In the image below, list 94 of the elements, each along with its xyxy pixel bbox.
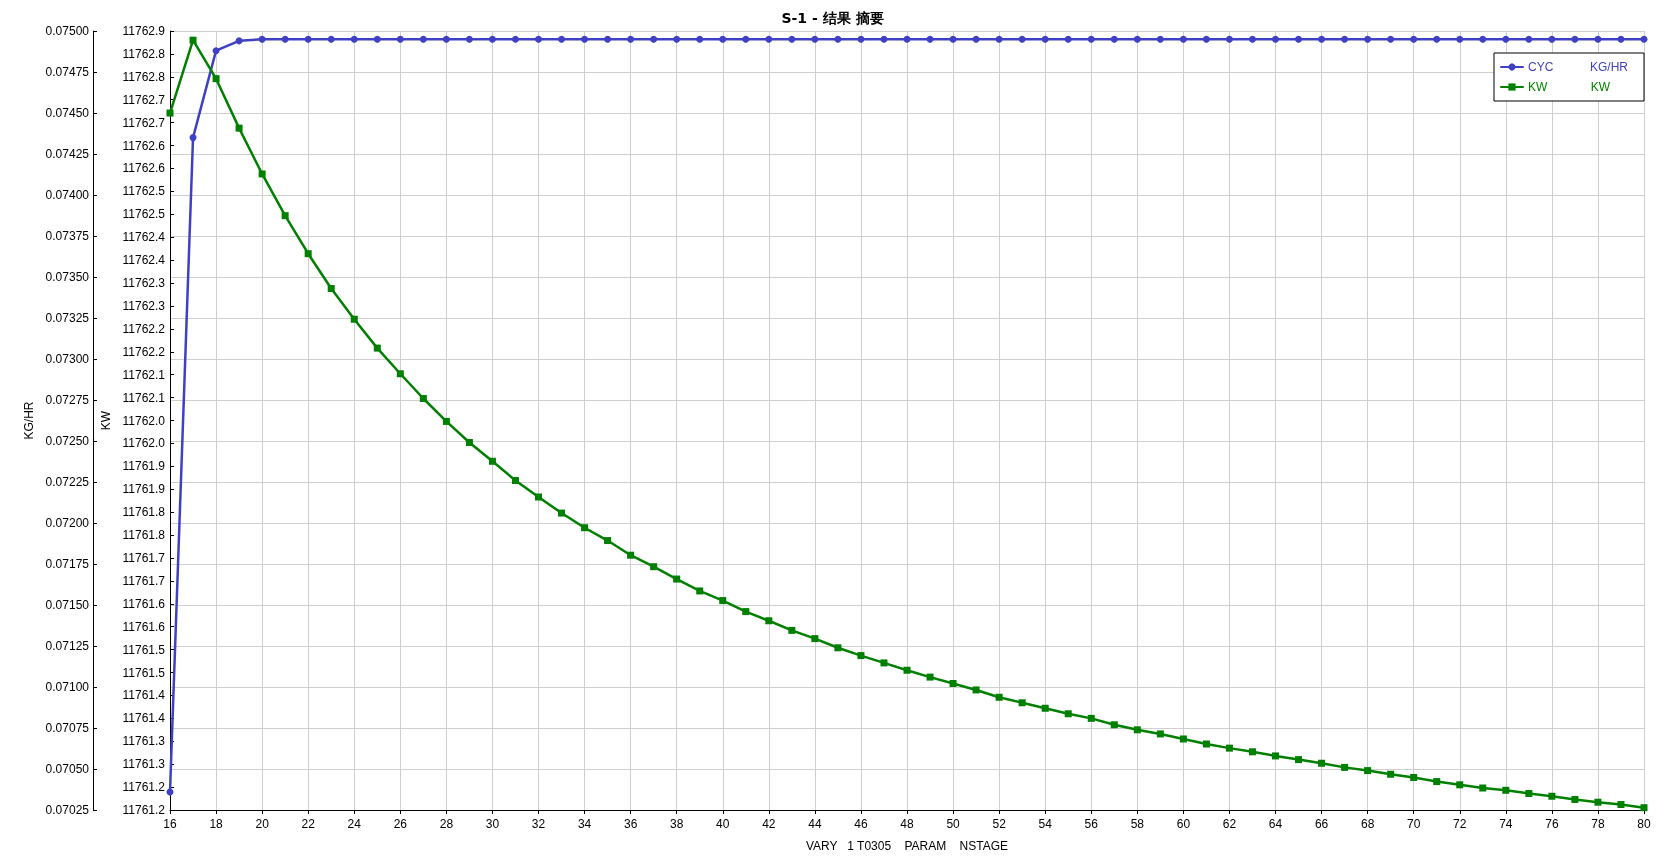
y2-tick-label: 11762.2 xyxy=(122,321,166,336)
y2-tick-label: 11761.9 xyxy=(122,459,166,474)
x-tick-label: 66 xyxy=(1314,817,1329,831)
y2-tick-label: 11761.4 xyxy=(122,688,166,703)
y-tick-label: 0.07100 xyxy=(45,680,90,694)
x-tick-label: 58 xyxy=(1130,817,1145,831)
y2-tick-label: 11762.8 xyxy=(122,46,166,61)
y2-tick-label: 11762.4 xyxy=(122,253,166,268)
y-tick-label: 0.07475 xyxy=(45,65,90,79)
y2-tick-label: 11762.8 xyxy=(122,69,166,84)
y2-tick-label: 11762.5 xyxy=(122,207,166,222)
x-tick-label: 56 xyxy=(1084,817,1099,831)
y2-tick-label: 11761.7 xyxy=(122,573,166,588)
x-tick-label: 20 xyxy=(255,817,270,831)
y2-tick-label: 11762.7 xyxy=(122,115,166,130)
x-tick-label: 74 xyxy=(1499,817,1513,831)
y-tick-label: 0.07325 xyxy=(45,311,90,325)
y2-tick-label: 11762.2 xyxy=(122,344,166,359)
x-tick-label: 40 xyxy=(716,817,730,831)
y-tick-label: 0.07200 xyxy=(45,516,90,530)
y2-tick-label: 11761.3 xyxy=(122,734,166,749)
y-tick-label: 0.07300 xyxy=(45,352,90,366)
x-tick-label: 62 xyxy=(1222,817,1237,831)
chart-title: S-1 - 结果 摘要 xyxy=(781,10,884,26)
y-tick-label: 0.07350 xyxy=(45,270,90,284)
y2-axis-title: KW xyxy=(98,410,113,431)
x-tick-label: 26 xyxy=(393,817,408,831)
y2-tick-label: 11761.4 xyxy=(122,711,166,726)
y2-tick-label: 11761.5 xyxy=(122,642,166,657)
y-tick-label: 0.07050 xyxy=(45,762,90,776)
x-tick-label: 76 xyxy=(1545,817,1559,831)
x-tick-label: 34 xyxy=(577,817,592,831)
x-tick-label: 50 xyxy=(946,817,961,831)
y2-tick-label: 11762.6 xyxy=(122,161,166,176)
y2-tick-label: 11762.3 xyxy=(122,298,166,313)
legend-label: CYC KG/HR xyxy=(1527,60,1629,74)
x-axis-title: VARY 1 T0305 PARAM NSTAGE xyxy=(805,839,1009,853)
x-tick-label: 68 xyxy=(1360,817,1375,831)
y2-tick-label: 11761.9 xyxy=(122,482,166,497)
y2-tick-label: 11761.8 xyxy=(122,505,166,520)
y2-tick-label: 11761.3 xyxy=(122,757,166,772)
y-axis-title: KG/HR xyxy=(21,401,36,440)
y2-tick-label: 11761.7 xyxy=(122,550,166,565)
y2-tick-label: 11761.8 xyxy=(122,528,166,543)
y2-tick-label: 11762.0 xyxy=(122,436,166,451)
y-tick-label: 0.07375 xyxy=(45,229,90,243)
x-tick-label: 38 xyxy=(670,817,684,831)
y2-tick-label: 11762.6 xyxy=(122,138,166,153)
y-tick-label: 0.07275 xyxy=(45,393,90,407)
x-tick-label: 22 xyxy=(301,817,316,831)
y2-tick-label: 11761.5 xyxy=(122,665,166,680)
x-tick-label: 60 xyxy=(1176,817,1191,831)
y2-tick-label: 11762.4 xyxy=(122,230,166,245)
legend-label: KW KW xyxy=(1527,80,1611,94)
x-tick-label: 16 xyxy=(163,817,177,831)
y-tick-label: 0.07150 xyxy=(45,598,90,612)
x-tick-label: 32 xyxy=(531,817,546,831)
x-tick-label: 80 xyxy=(1637,817,1651,831)
x-tick-label: 44 xyxy=(808,817,822,831)
y-tick-label: 0.07425 xyxy=(45,147,90,161)
y2-tick-label: 11762.7 xyxy=(122,92,166,107)
y2-tick-label: 11761.2 xyxy=(122,780,166,795)
x-tick-label: 78 xyxy=(1591,817,1605,831)
y-tick-label: 0.07175 xyxy=(45,557,90,571)
y-tick-label: 0.07075 xyxy=(45,721,90,735)
x-tick-label: 46 xyxy=(854,817,868,831)
y2-tick-label: 11762.1 xyxy=(122,367,166,382)
x-tick-label: 48 xyxy=(900,817,914,831)
x-tick-label: 24 xyxy=(347,817,362,831)
y2-tick-label: 11761.6 xyxy=(122,619,166,634)
y2-tick-label: 11762.1 xyxy=(122,390,166,405)
y-tick-label: 0.07125 xyxy=(45,639,90,653)
x-tick-label: 36 xyxy=(623,817,638,831)
y-tick-label: 0.07250 xyxy=(45,434,90,448)
y-tick-label: 0.07400 xyxy=(45,188,90,202)
x-tick-label: 30 xyxy=(485,817,500,831)
x-tick-label: 64 xyxy=(1268,817,1283,831)
y-tick-label: 0.07500 xyxy=(45,24,90,38)
x-tick-label: 42 xyxy=(762,817,776,831)
y-tick-label: 0.07025 xyxy=(45,803,90,817)
y2-tick-label: 11761.2 xyxy=(122,803,166,817)
y2-tick-label: 11762.3 xyxy=(122,276,166,291)
y2-tick-label: 11762.0 xyxy=(122,413,166,428)
y2-tick-label: 11762.9 xyxy=(122,24,166,38)
x-tick-label: 28 xyxy=(439,817,454,831)
y-tick-label: 0.07225 xyxy=(45,475,90,489)
x-tick-label: 72 xyxy=(1453,817,1467,831)
y2-tick-label: 11762.5 xyxy=(122,184,166,199)
y-tick-label: 0.07450 xyxy=(45,106,90,120)
x-tick-label: 70 xyxy=(1407,817,1421,831)
x-tick-label: 18 xyxy=(209,817,224,831)
x-tick-label: 54 xyxy=(1038,817,1053,831)
y2-tick-label: 11761.6 xyxy=(122,596,166,611)
x-tick-label: 52 xyxy=(992,817,1007,831)
